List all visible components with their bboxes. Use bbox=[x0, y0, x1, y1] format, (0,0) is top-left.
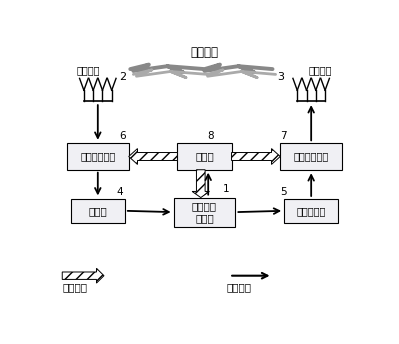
Text: 7: 7 bbox=[280, 131, 287, 141]
FancyArrow shape bbox=[62, 268, 104, 283]
Text: 3: 3 bbox=[277, 72, 284, 82]
Text: 低噪放: 低噪放 bbox=[89, 206, 107, 216]
Text: 接收天线: 接收天线 bbox=[76, 66, 100, 76]
Bar bbox=[284, 199, 338, 223]
Text: 5: 5 bbox=[280, 187, 287, 197]
Text: 第二射频开关: 第二射频开关 bbox=[80, 151, 115, 161]
Text: 2: 2 bbox=[119, 72, 126, 82]
Text: 功率放大器: 功率放大器 bbox=[296, 206, 326, 216]
Text: 1: 1 bbox=[223, 184, 230, 194]
Text: 第一射频开关: 第一射频开关 bbox=[294, 151, 329, 161]
Text: 发射天线: 发射天线 bbox=[308, 66, 332, 76]
FancyArrow shape bbox=[231, 149, 280, 164]
Bar bbox=[174, 197, 235, 227]
Text: 计算机: 计算机 bbox=[195, 151, 214, 161]
FancyArrow shape bbox=[129, 149, 178, 164]
Text: 8: 8 bbox=[207, 131, 214, 141]
Text: 6: 6 bbox=[119, 131, 126, 141]
Text: 4: 4 bbox=[117, 187, 123, 197]
Text: 无线信道: 无线信道 bbox=[190, 46, 219, 59]
Text: 矢量网络
分析仪: 矢量网络 分析仪 bbox=[192, 201, 217, 223]
Bar bbox=[178, 143, 231, 170]
Text: 数据信号: 数据信号 bbox=[226, 282, 251, 292]
Text: 控制信号: 控制信号 bbox=[62, 282, 87, 292]
Bar bbox=[280, 143, 342, 170]
Bar bbox=[67, 143, 129, 170]
FancyArrow shape bbox=[192, 170, 209, 197]
Bar bbox=[71, 199, 125, 223]
